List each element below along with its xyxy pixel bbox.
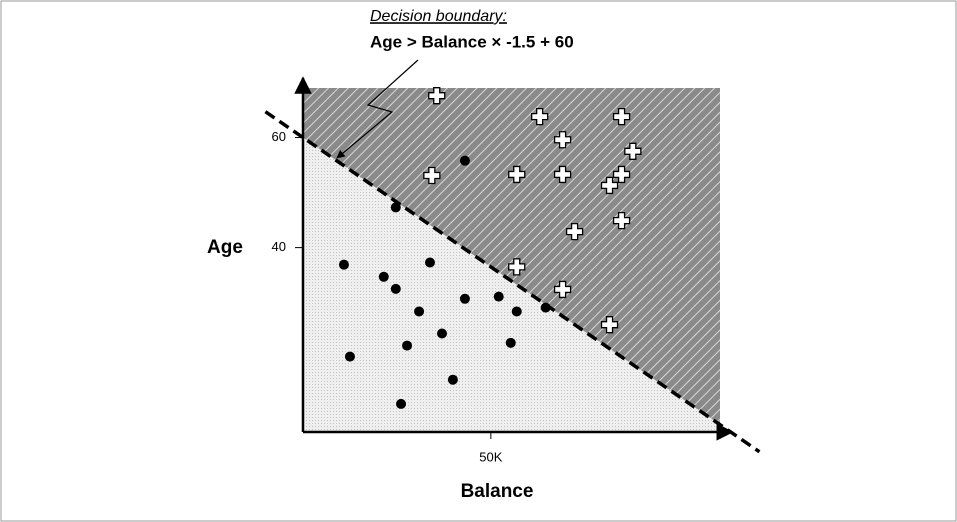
- circle-point: [540, 302, 551, 313]
- plus-point: [612, 165, 631, 184]
- circle-point: [414, 306, 425, 317]
- circle-point: [459, 293, 470, 304]
- plus-point: [428, 87, 446, 105]
- circle-point: [378, 271, 389, 282]
- annotation-arrow: [336, 59, 419, 159]
- plus-point: [600, 176, 619, 195]
- circle-point: [402, 340, 413, 351]
- plus-point: [600, 316, 619, 334]
- circle-point: [338, 259, 349, 270]
- x-axis-label: Balance: [461, 481, 534, 502]
- plus-point: [508, 165, 526, 184]
- plus-point: [565, 223, 584, 241]
- circle-point: [447, 374, 458, 385]
- y-tick-label: 60: [272, 129, 286, 144]
- y-tick-label: 40: [272, 239, 286, 254]
- circle-point: [511, 306, 522, 317]
- y-axis-label: Age: [207, 237, 243, 258]
- plus-point: [612, 107, 631, 126]
- circle-point: [344, 351, 355, 362]
- plus-point: [612, 211, 631, 230]
- annotation: Age > Balance × -1.5 + 60: [370, 32, 574, 51]
- circle-point: [390, 283, 401, 294]
- plus-point: [553, 280, 572, 299]
- plus-point: [508, 258, 526, 276]
- regions: [303, 88, 720, 432]
- plus-point: [553, 165, 572, 184]
- annotation-title: Decision boundary:: [370, 8, 507, 25]
- x-tick-label: 50K: [479, 449, 502, 464]
- circle-point: [424, 257, 435, 268]
- circle-point: [493, 291, 504, 302]
- decision-boundary: [264, 110, 761, 454]
- circle-point: [459, 155, 470, 166]
- plus-point: [423, 166, 441, 185]
- circle-point: [396, 398, 407, 409]
- plus-point: [624, 142, 642, 160]
- plus-point: [531, 107, 549, 126]
- plus-point: [553, 131, 572, 149]
- circle-point: [390, 202, 401, 213]
- circle-point: [437, 328, 447, 339]
- circle-point: [505, 337, 516, 348]
